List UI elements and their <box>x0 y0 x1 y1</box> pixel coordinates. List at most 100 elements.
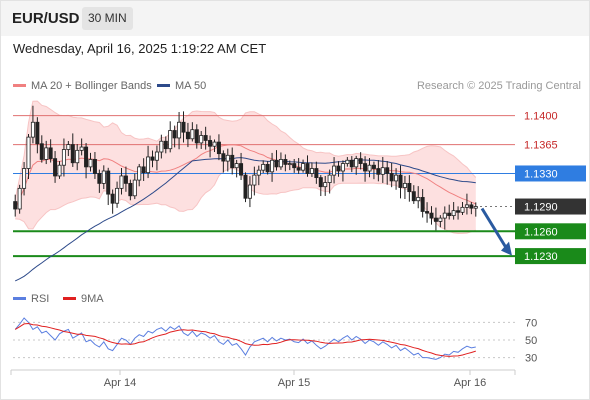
candle-body <box>394 174 399 182</box>
candle-body <box>305 163 310 174</box>
candle-body <box>354 158 359 168</box>
candle-body <box>185 131 190 140</box>
candle-body <box>363 163 368 172</box>
candle-body <box>243 174 248 199</box>
candle-body <box>323 182 328 188</box>
candle-body <box>128 182 133 197</box>
legend-9ma-label: 9MA <box>81 293 104 305</box>
candle-body <box>150 156 155 161</box>
candle-body <box>22 168 27 189</box>
candle-body <box>106 170 111 195</box>
candle-body <box>376 168 381 175</box>
candle-body <box>17 187 22 210</box>
candle-body <box>296 167 301 171</box>
candle-body <box>385 167 390 174</box>
candle-body <box>460 206 465 213</box>
candle-body <box>123 175 128 184</box>
ma50-line <box>14 157 476 282</box>
moving-averages <box>14 144 476 282</box>
ma50-swatch <box>157 83 170 87</box>
time-axis: Apr 14 Apr 15 Apr 16 <box>10 369 516 389</box>
candle-body <box>247 184 252 199</box>
rsi-line <box>14 317 476 360</box>
candle-body <box>473 206 478 209</box>
candle-body <box>221 153 226 162</box>
toolbar: EUR/USD 30 MIN <box>0 0 590 36</box>
candle-body <box>199 135 204 144</box>
candle-body <box>451 210 456 217</box>
credit-text: Research © 2025 Trading Central <box>416 80 581 92</box>
candle-body <box>115 187 120 204</box>
candle-body <box>261 163 266 171</box>
ma20-swatch <box>13 83 26 87</box>
rsi-tick-70: 70 <box>525 317 537 329</box>
candle-body <box>181 121 186 133</box>
rsi-ma-line <box>14 322 476 357</box>
candle-body <box>256 169 261 176</box>
candle-body <box>332 165 337 176</box>
candle-body <box>35 121 40 145</box>
forecast-arrow <box>480 207 512 256</box>
candle-body <box>283 159 288 165</box>
candle-body <box>137 166 142 181</box>
candle-body <box>172 130 177 139</box>
candle-body <box>309 168 314 174</box>
candle-body <box>239 163 244 176</box>
candle-body <box>13 201 18 210</box>
candle-body <box>177 121 182 139</box>
candle-body <box>208 140 213 147</box>
candle-body <box>30 121 35 138</box>
level-label-1.1260: 1.1260 <box>524 226 558 238</box>
legend-ma50-label: MA 50 <box>175 80 207 92</box>
candle-body <box>132 179 137 197</box>
level-badge-1.1260 <box>515 223 586 240</box>
symbol-title: EUR/USD <box>12 10 80 27</box>
level-badge-1.1330 <box>515 165 586 182</box>
candle-body <box>274 159 279 168</box>
candle-body <box>88 159 93 168</box>
candle-body <box>447 212 452 217</box>
candle-body <box>154 151 159 161</box>
candle-body <box>44 147 49 160</box>
candle-body <box>230 154 235 169</box>
candle-body <box>48 147 53 160</box>
candle-body <box>39 143 44 160</box>
candle-body <box>110 193 115 204</box>
interval-button[interactable]: 30 MIN <box>82 7 133 30</box>
candle-body <box>389 173 394 182</box>
candle-body <box>84 146 89 168</box>
candle-body <box>212 141 217 147</box>
candle-body <box>442 212 447 219</box>
candle-body <box>425 211 430 214</box>
timestamp: Wednesday, April 16, 2025 1:19:22 AM CET <box>13 41 267 56</box>
rsi-tick-50: 50 <box>525 335 537 347</box>
candle-body <box>203 135 208 141</box>
legend-9ma: 9MA <box>63 293 104 305</box>
candle-body <box>287 163 292 165</box>
candle-body <box>314 168 319 179</box>
bollinger-fill <box>15 101 476 234</box>
level-label-1.1290: 1.1290 <box>524 202 558 214</box>
candle-body <box>66 144 71 150</box>
candle-body <box>225 154 230 162</box>
arrow-head <box>501 241 512 256</box>
level-badge-1.1290 <box>515 198 586 215</box>
candle-body <box>92 159 97 174</box>
candle-body <box>97 173 102 184</box>
candle-body <box>278 159 283 168</box>
candle-body <box>190 129 195 140</box>
candle-body <box>371 164 376 169</box>
candle-body <box>79 146 84 151</box>
candle-body <box>301 163 306 171</box>
x-tick-label: Apr 15 <box>278 377 310 389</box>
candle-body <box>26 136 31 169</box>
candle-body <box>407 182 412 193</box>
candle-body <box>265 163 270 173</box>
candle-body <box>433 217 438 222</box>
candles <box>13 105 478 231</box>
candle-body <box>456 210 461 213</box>
candle-body <box>141 166 146 174</box>
candle-body <box>336 165 341 172</box>
